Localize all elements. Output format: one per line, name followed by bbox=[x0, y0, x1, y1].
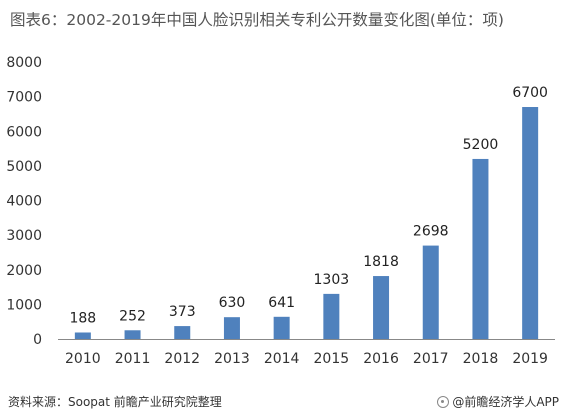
x-tick-label: 2013 bbox=[214, 351, 250, 367]
y-tick-label: 0 bbox=[33, 332, 42, 348]
y-tick-label: 7000 bbox=[6, 90, 42, 106]
data-label: 2698 bbox=[413, 224, 449, 240]
data-label: 1818 bbox=[363, 254, 399, 270]
chart-title: 图表6：2002-2019年中国人脸识别相关专利公开数量变化图(单位：项) bbox=[10, 11, 504, 29]
data-label: 373 bbox=[169, 304, 196, 320]
bar bbox=[124, 330, 141, 339]
y-axis: 0 1000 2000 3000 4000 5000 6000 7000 8000 bbox=[6, 55, 42, 348]
data-label: 1303 bbox=[314, 272, 350, 288]
brand-credit: @前瞻经济学人APP bbox=[437, 392, 559, 412]
x-tick-label: 2015 bbox=[314, 351, 350, 367]
bar-series bbox=[74, 107, 539, 339]
x-tick-label: 2016 bbox=[363, 351, 399, 367]
bar bbox=[273, 316, 290, 339]
source-note: 资料来源：Soopat 前瞻产业研究院整理 bbox=[8, 395, 222, 409]
bar bbox=[472, 158, 489, 339]
data-label: 188 bbox=[69, 310, 96, 326]
x-tick-label: 2017 bbox=[413, 351, 449, 367]
x-tick-label: 2011 bbox=[115, 351, 151, 367]
bar-chart: 0 1000 2000 3000 4000 5000 6000 7000 8000 188 252… bbox=[6, 55, 555, 367]
bar bbox=[74, 332, 91, 339]
x-tick-label: 2019 bbox=[512, 351, 548, 367]
data-label: 5200 bbox=[463, 137, 499, 153]
y-tick-label: 3000 bbox=[6, 228, 42, 244]
y-tick-label: 4000 bbox=[6, 194, 42, 210]
y-tick-label: 2000 bbox=[6, 263, 42, 279]
data-label: 641 bbox=[268, 295, 295, 311]
brand-logo-icon bbox=[437, 396, 450, 408]
x-tick-label: 2014 bbox=[264, 351, 300, 367]
y-tick-label: 6000 bbox=[6, 124, 42, 140]
x-tick-label: 2018 bbox=[463, 351, 499, 367]
bar bbox=[174, 326, 191, 339]
data-label: 630 bbox=[219, 295, 246, 311]
bar bbox=[373, 276, 390, 339]
data-label: 6700 bbox=[512, 85, 548, 101]
x-tick-label: 2012 bbox=[164, 351, 200, 367]
bar bbox=[522, 107, 539, 339]
data-labels: 188 252 373 630 641 1303 1818 2698 5200 6700 bbox=[69, 85, 547, 326]
y-tick-label: 8000 bbox=[6, 55, 42, 71]
y-tick-label: 5000 bbox=[6, 159, 42, 175]
bar bbox=[422, 245, 439, 339]
y-tick-label: 1000 bbox=[6, 297, 42, 313]
data-label: 252 bbox=[119, 308, 146, 324]
bar bbox=[323, 293, 340, 339]
brand-credit-text: @前瞻经济学人APP bbox=[452, 395, 559, 409]
x-axis: 2010 2011 2012 2013 2014 2015 2016 2017 2018 2019 bbox=[65, 351, 548, 367]
x-tick-label: 2010 bbox=[65, 351, 101, 367]
bar bbox=[223, 317, 240, 339]
